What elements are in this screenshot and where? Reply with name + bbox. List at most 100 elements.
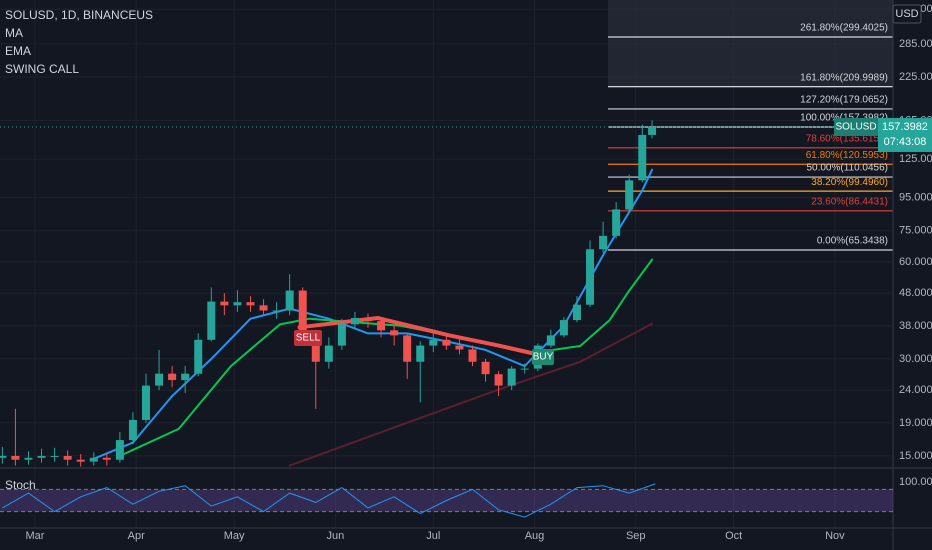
y-tick-label: 19.0000: [899, 417, 932, 429]
x-tick-label: Apr: [128, 530, 145, 542]
price-label: SOLUSD 157.3982 07:43:08: [834, 117, 932, 152]
candle-body: [37, 455, 46, 458]
fib-label: 161.80%(209.9989): [800, 72, 888, 83]
candle-body: [259, 305, 268, 311]
candle-body: [272, 310, 281, 312]
countdown: 07:43:08: [884, 136, 927, 148]
currency[interactable]: USD: [895, 8, 918, 20]
candle-body: [311, 330, 320, 362]
fib-label: 38.20%(99.4960): [811, 177, 888, 188]
candle-body: [142, 385, 151, 420]
candle-body: [638, 134, 647, 181]
fib-label: 61.80%(120.5953): [806, 150, 888, 161]
candle-body: [572, 304, 581, 321]
candle-body: [128, 419, 137, 441]
y-tick-label: 125.0000: [899, 153, 932, 165]
legend-entry: MA: [5, 26, 23, 40]
y-tick-label: 48.0000: [899, 287, 932, 299]
x-tick-label: Mar: [26, 530, 45, 542]
candle-body: [481, 361, 490, 375]
candle-body: [403, 335, 412, 362]
candle-body: [324, 345, 333, 362]
price-value: 157.3982: [882, 121, 928, 133]
chart-title: SOLUSD, 1D, BINANCEUS: [5, 8, 153, 22]
candle-body: [468, 349, 477, 362]
x-tick-label: May: [224, 530, 245, 542]
fib-levels: 261.80%(299.4025) 161.80%(209.9989) 127.20…: [608, 23, 893, 251]
currency-box[interactable]: [892, 4, 922, 24]
candle-body: [155, 373, 164, 386]
sell-label: SELL: [296, 333, 321, 344]
legend-entry: SWING CALL: [5, 62, 79, 76]
candle-body: [298, 290, 307, 331]
fib-label: 0.00%(65.3438): [817, 236, 888, 247]
candle-body: [181, 373, 190, 381]
indicator-line: [92, 168, 654, 460]
candle-body: [337, 324, 346, 346]
price-box: [878, 117, 932, 152]
candle-body: [520, 368, 529, 370]
candle-body: [612, 209, 621, 236]
fib-zone: [608, 0, 893, 88]
stoch-pane: 100.00: [0, 476, 932, 518]
y-tick-label: 225.0000: [899, 71, 932, 83]
fib-label: 127.20%(179.0652): [800, 95, 888, 106]
stoch-tick-label: 100.00: [899, 476, 932, 488]
candle-body: [442, 339, 451, 346]
candle-body: [416, 345, 425, 362]
candle-body: [115, 440, 124, 460]
y-tick-label: 15.0000: [899, 450, 932, 462]
candle-body: [455, 345, 464, 350]
buy-marker: [532, 349, 554, 365]
buy-label: BUY: [533, 352, 554, 363]
x-tick-label: Oct: [725, 530, 742, 542]
candle-body: [168, 373, 177, 381]
candle-body: [89, 457, 98, 462]
candle-body: [546, 335, 555, 346]
candle-body: [390, 330, 399, 336]
candle-body: [599, 235, 608, 250]
candle-body: [24, 457, 33, 460]
fib-label: 23.60%(86.4431): [811, 196, 888, 207]
x-tick-label: Jul: [426, 530, 440, 542]
y-tick-label: 24.0000: [899, 384, 932, 396]
candle-body: [507, 368, 516, 386]
candle-body: [285, 290, 294, 311]
y-tick-label: 60.0000: [899, 256, 932, 268]
candle-body: [377, 321, 386, 331]
y-tick-label: 38.0000: [899, 320, 932, 332]
y-tick-label: 75.0000: [899, 225, 932, 237]
candle-body: [194, 339, 203, 374]
candle-body: [233, 302, 242, 306]
candle-body: [625, 180, 634, 210]
fib-label: 261.80%(299.4025): [800, 23, 888, 34]
candle-body: [350, 317, 359, 325]
candle-body: [586, 249, 595, 305]
candle-body: [50, 455, 59, 457]
legend-entry: EMA: [5, 44, 31, 58]
candle-body: [559, 320, 568, 336]
fib-label: 50.00%(110.0456): [806, 163, 888, 174]
candle-body: [220, 301, 229, 306]
sell-marker: [294, 330, 322, 346]
axes: 15.0000 19.0000 24.0000 30.0000 38.0000 48.00…: [26, 3, 932, 542]
y-tick-label: 285.0000: [899, 38, 932, 50]
x-tick-label: Nov: [825, 530, 845, 542]
candle-body: [648, 126, 657, 135]
y-tick-label: 30.0000: [899, 353, 932, 365]
x-tick-label: Aug: [525, 530, 545, 542]
candle-body: [429, 339, 438, 346]
stoch-line: [2, 483, 656, 518]
symbol-box: [834, 117, 878, 136]
candle-body: [494, 374, 503, 386]
stoch-title: Stoch: [5, 478, 36, 492]
candle-body: [102, 457, 111, 460]
candle-body: [63, 455, 72, 460]
fib-label: 78.60%(135.6151): [806, 133, 888, 144]
y-tick-label: 95.0000: [899, 192, 932, 204]
candle-body: [207, 301, 216, 340]
x-tick-label: Sep: [626, 530, 646, 542]
